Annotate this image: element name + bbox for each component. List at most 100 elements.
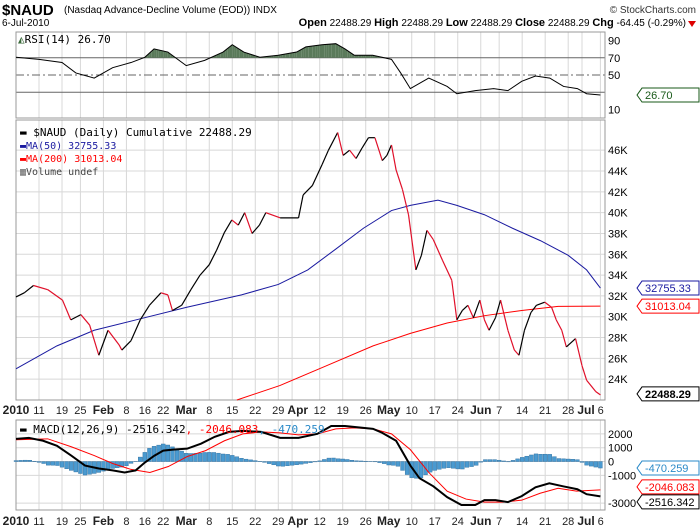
- price-line-segment: [160, 292, 169, 296]
- volume-legend-text: Volume undef: [26, 167, 99, 178]
- x-axis-label: 6: [598, 516, 604, 528]
- rsi-line: [15, 43, 601, 96]
- legend-swatch-icon: ▬: [20, 126, 27, 139]
- price-axis-tick: 44K: [608, 166, 628, 178]
- price-line-segment: [456, 310, 463, 321]
- open-label: Open: [298, 17, 327, 29]
- macd-histogram-bar: [179, 450, 184, 462]
- macd-histogram-bar: [101, 461, 106, 472]
- price-axis-tick: 38K: [608, 228, 628, 240]
- rsi-overbought-fill: [241, 50, 244, 58]
- exchange: INDX: [252, 5, 277, 16]
- price-axis-tick: 26K: [608, 353, 628, 365]
- price-line-segment: [420, 230, 428, 256]
- x-axis-label: 25: [74, 405, 86, 417]
- macd-histogram-bar: [483, 459, 488, 462]
- price-axis-tick: 28K: [608, 333, 628, 345]
- rsi-overbought-fill: [365, 55, 369, 58]
- rsi-overbought-fill: [328, 44, 332, 58]
- macd-histogram-bar: [501, 460, 506, 462]
- price-line-segment: [499, 299, 509, 331]
- rsi-overbought-fill: [289, 52, 293, 58]
- rsi-overbought-fill: [358, 55, 362, 58]
- macd-axis-tick: -3000: [608, 498, 636, 510]
- rsi-overbought-fill: [227, 46, 230, 58]
- ma50-legend: ▬MA(50) 32755.33: [20, 141, 116, 153]
- price-line-segment: [297, 194, 304, 218]
- macd-histogram-bar: [326, 457, 332, 462]
- ma200-line: [236, 305, 601, 401]
- price-line-segment: [415, 255, 422, 271]
- macd-histogram-bar: [147, 448, 152, 462]
- price-line-segment: [544, 301, 552, 308]
- macd-histogram-bar: [520, 457, 525, 462]
- rsi-overbought-fill: [356, 55, 359, 58]
- x-axis-label: May: [377, 514, 401, 528]
- price-line-segment: [302, 185, 313, 196]
- macd-histogram-bar: [225, 454, 230, 462]
- price-line-segment: [451, 280, 458, 320]
- macd-histogram-bar: [561, 458, 566, 462]
- macd-histogram-bar: [253, 460, 258, 462]
- price-line-segment: [381, 154, 388, 161]
- rsi-legend-text: RSI(14) 26.70: [24, 33, 111, 46]
- price-line-segment: [130, 319, 141, 341]
- rsi-overbought-fill: [246, 52, 249, 58]
- rsi-overbought-fill: [324, 44, 327, 58]
- rsi-overbought-fill: [294, 52, 297, 58]
- macd-axis-tick: 0: [608, 457, 614, 469]
- macd-histogram-bar: [202, 452, 207, 462]
- chg-label: Chg: [592, 17, 614, 29]
- price-line-segment: [395, 169, 404, 190]
- x-axis-label: 8: [123, 405, 129, 417]
- x-axis-label: 25: [74, 516, 86, 528]
- macd-histogram-bar: [492, 459, 497, 462]
- macd-histogram-bar: [220, 453, 226, 462]
- price-line-segment: [488, 317, 497, 331]
- rsi-overbought-fill: [312, 45, 316, 58]
- rsi-overbought-fill: [310, 45, 313, 58]
- rsi-overbought-fill: [280, 54, 283, 58]
- macd-histogram-bar: [276, 461, 281, 467]
- low-label: Low: [445, 17, 468, 29]
- macd-histogram-bar: [280, 461, 286, 467]
- macd-axis-tick: 2000: [608, 429, 632, 441]
- macd-legend-value: -2516.342: [125, 423, 186, 436]
- x-axis-label: 28: [562, 516, 574, 528]
- hist-legend-value: , -470.259: [258, 423, 325, 436]
- chg-value: -64.45 (-0.29%): [616, 18, 686, 29]
- macd-histogram-bar: [317, 460, 322, 462]
- macd-histogram-bar: [487, 459, 493, 462]
- macd-histogram-bar: [446, 461, 451, 468]
- price-line-segment: [98, 330, 109, 356]
- x-axis-label: 19: [56, 405, 68, 417]
- macd-histogram-bar: [64, 461, 69, 469]
- ma200-last-value: 31013.04: [645, 301, 691, 313]
- ma50-legend-text: MA(50) 32755.33: [26, 141, 117, 152]
- panel-frame-rsi: [15, 31, 606, 119]
- price-line-segment: [181, 289, 192, 306]
- price-line-segment: [561, 330, 567, 348]
- macd-legend-prefix: MACD(12,26,9): [33, 423, 120, 436]
- open-value: 22488.29: [329, 18, 372, 29]
- price-line-segment: [265, 212, 281, 219]
- x-axis-label: Apr: [287, 403, 308, 417]
- price-line-segment: [167, 294, 174, 311]
- x-axis-label: 24: [452, 405, 464, 417]
- rsi-overbought-fill: [163, 51, 166, 58]
- x-axis-label: 14: [516, 516, 528, 528]
- macd-histogram-bar: [529, 454, 534, 462]
- macd-histogram-bar: [386, 461, 391, 466]
- price-line-segment: [327, 132, 339, 151]
- macd-histogram-bar: [308, 461, 313, 463]
- ma50-last-value: 32755.33: [645, 283, 691, 295]
- panel-frame-macd: [15, 419, 606, 511]
- price-line-segment: [551, 307, 557, 321]
- macd-histogram-bar: [239, 458, 244, 462]
- price-axis-tick: 40K: [608, 208, 628, 220]
- price-line-segment: [47, 289, 63, 301]
- rsi-overbought-fill: [317, 45, 320, 58]
- macd-histogram-bar: [27, 460, 32, 462]
- macd-histogram-bar: [248, 459, 253, 462]
